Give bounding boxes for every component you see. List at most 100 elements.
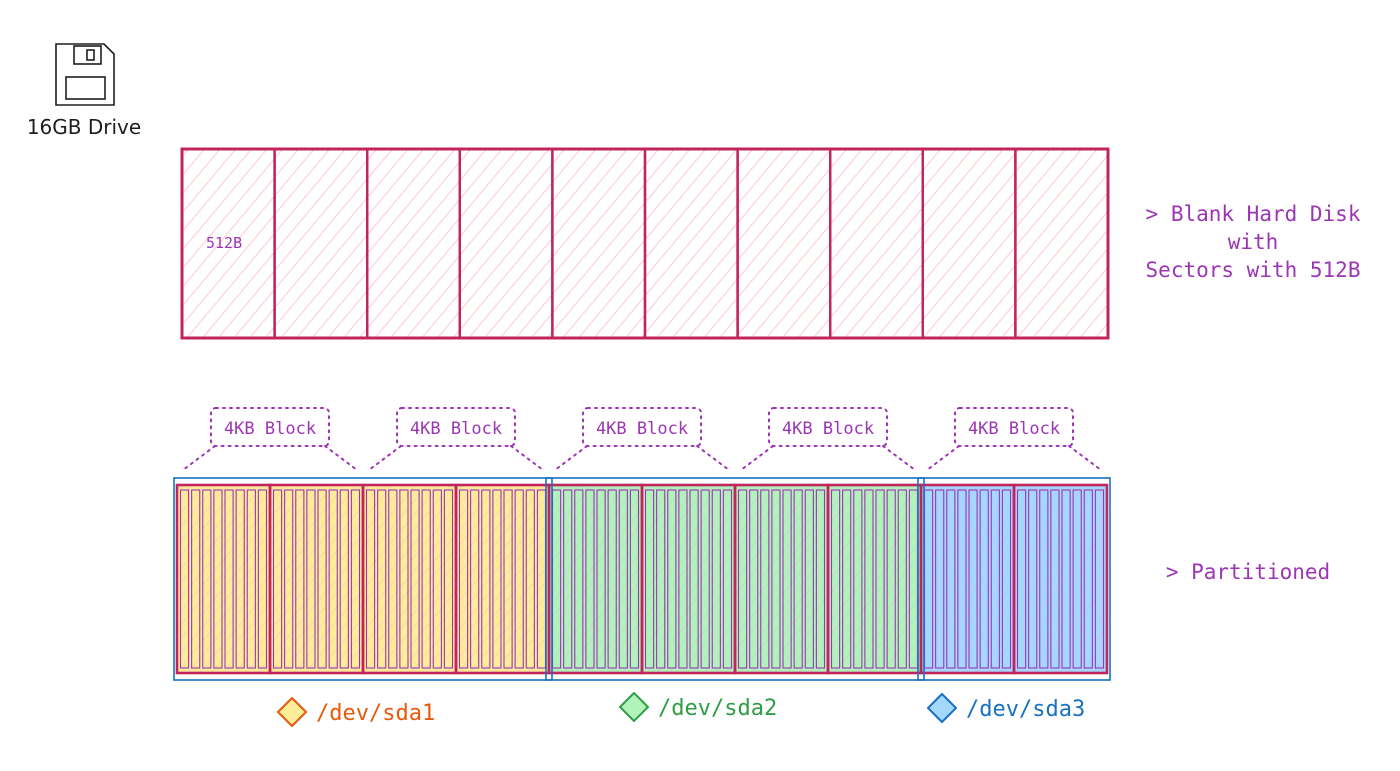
partition-outline-3 [917, 477, 1111, 681]
sector-2 [273, 147, 369, 340]
block-8-sector-6 [886, 489, 896, 669]
block-5-sector-4 [585, 489, 595, 669]
block-bracket-left-leg-5 [926, 445, 960, 471]
block-1-sector-7 [246, 489, 256, 669]
block-bracket-label-3: 4KB Block [596, 419, 688, 439]
block-bracket-label-5: 4KB Block [968, 419, 1060, 439]
diamond-orange-icon [277, 697, 307, 727]
block-6-sector-7 [711, 489, 721, 669]
block-8-sector-7 [897, 489, 907, 669]
block-8-sector-3 [853, 489, 863, 669]
block-10-sector-7 [1083, 489, 1093, 669]
sector-10 [1014, 147, 1110, 340]
block-8-sector-1 [830, 489, 841, 669]
block-1-sector-3 [202, 489, 212, 669]
block-bracket-right-leg-5 [1068, 445, 1102, 471]
block-9-sector-7 [990, 489, 1000, 669]
block-2-sector-7 [339, 489, 349, 669]
block-5-sector-7 [618, 489, 628, 669]
block-8-sector-5 [875, 489, 885, 669]
partition-outline-2 [545, 477, 925, 681]
block-bracket-right-leg-2 [510, 445, 544, 471]
block-8-sector-2 [842, 489, 852, 669]
block-2-sector-2 [284, 489, 294, 669]
block-bracket-left-leg-1 [182, 445, 216, 471]
block-brackets: 4KB Block 4KB Block 4KB Block 4KB Block 4KB … [182, 407, 1102, 471]
block-5-sector-6 [607, 489, 617, 669]
block-7-sector-2 [749, 489, 759, 669]
sector-7 [736, 147, 832, 340]
block-9-sector-3 [946, 489, 956, 669]
sector-6 [643, 147, 739, 340]
block-4-sector-1 [458, 489, 469, 669]
block-6-sector-4 [678, 489, 688, 669]
block-3-sector-6 [421, 489, 431, 669]
block-9-sector-5 [968, 489, 978, 669]
block-10-sector-4 [1050, 489, 1060, 669]
block-8-sector-4 [864, 489, 874, 669]
block-3-sector-8 [443, 489, 454, 669]
block-6-sector-6 [700, 489, 710, 669]
diamond-blue-icon [927, 693, 957, 723]
block-10-sector-1 [1016, 489, 1027, 669]
block-3-sector-3 [388, 489, 398, 669]
block-bracket-box-2 [396, 407, 516, 447]
block-2-sector-1 [272, 489, 283, 669]
blank-disk-annotation-line-3: Sectors with 512B [1146, 258, 1361, 282]
block-4-sector-5 [503, 489, 513, 669]
block-3-sector-2 [377, 489, 387, 669]
sector-9 [921, 147, 1017, 340]
sector-8 [829, 147, 925, 340]
block-3-sector-5 [410, 489, 420, 669]
block-9-sector-2 [935, 489, 945, 669]
blank-disk-annotation-line-1: > Blank Hard Disk [1146, 202, 1361, 226]
block-2-sector-8 [350, 489, 361, 669]
partitioned-annotation: > Partitioned [1166, 560, 1330, 584]
block-bracket-right-leg-1 [324, 445, 358, 471]
block-bracket-box-4 [768, 407, 888, 447]
block-5-sector-3 [574, 489, 584, 669]
block-4-sector-7 [525, 489, 535, 669]
block-7-sector-8 [815, 489, 826, 669]
partition-label-1: /dev/sda1 [316, 701, 435, 726]
block-2-sector-5 [317, 489, 327, 669]
block-1-sector-8 [257, 489, 268, 669]
block-bracket-box-1 [210, 407, 330, 447]
block-7-sector-6 [793, 489, 803, 669]
partition-label-3: /dev/sda3 [966, 697, 1085, 722]
block-5-sector-2 [563, 489, 573, 669]
block-6-sector-3 [667, 489, 677, 669]
block-bracket-left-leg-3 [554, 445, 588, 471]
block-10 [1012, 483, 1109, 675]
block-6-sector-5 [689, 489, 699, 669]
block-bracket-right-leg-3 [696, 445, 730, 471]
block-10-sector-6 [1072, 489, 1082, 669]
block-1-sector-1 [179, 489, 190, 669]
sector-4 [458, 147, 554, 340]
block-bracket-label-4: 4KB Block [782, 419, 874, 439]
block-9-sector-6 [979, 489, 989, 669]
block-7-sector-3 [760, 489, 770, 669]
block-2-sector-4 [306, 489, 316, 669]
block-9-sector-8 [1001, 489, 1012, 669]
block-3-sector-7 [432, 489, 442, 669]
blank-disk-annotation: > Blank Hard Disk with Sectors with 512B [1146, 202, 1361, 282]
partition-outline-1 [173, 477, 553, 681]
block-7-sector-7 [804, 489, 814, 669]
block-bracket-label-1: 4KB Block [224, 419, 316, 439]
block-10-sector-2 [1028, 489, 1038, 669]
block-bracket-box-5 [954, 407, 1074, 447]
blank-disk [180, 147, 1110, 340]
block-1-sector-6 [235, 489, 245, 669]
block-bracket-left-leg-4 [740, 445, 774, 471]
block-2-sector-3 [295, 489, 305, 669]
partitioned-disk [173, 477, 1111, 681]
sector-3 [366, 147, 462, 340]
block-1-sector-2 [191, 489, 201, 669]
block-7-sector-1 [737, 489, 748, 669]
block-bracket-label-2: 4KB Block [410, 419, 502, 439]
block-10-sector-8 [1094, 489, 1105, 669]
diamond-green-icon [619, 692, 649, 722]
